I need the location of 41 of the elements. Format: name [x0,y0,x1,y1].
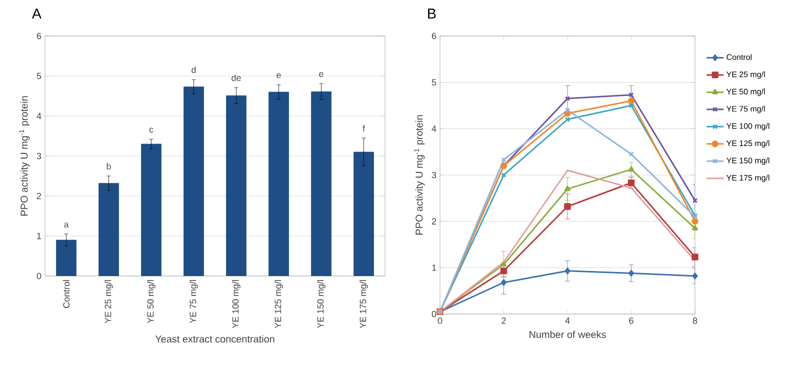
x-tick-label: YE 75 mg/l [190,280,198,324]
x-tick-label: 8 [692,318,698,324]
y-tick-label: 1 [432,264,436,271]
y-tick-label: 2 [432,218,436,224]
annotation: b [106,162,111,170]
annotation: e [276,73,281,78]
x-tick-label: YE 50 mg/l [147,280,156,324]
x-tick-label: Control [62,280,70,308]
annotation: d [192,66,196,74]
annotation: a [64,222,69,228]
y-tick-label: 6 [36,32,42,40]
y-tick-label: 2 [36,192,42,200]
annotation: f [362,125,366,132]
y-tick-label: 3 [432,172,436,178]
x-tick-label: YE 125 mg/l [274,280,283,328]
x-tick-label: YE 150 mg/l [317,280,326,328]
x-tick-label: 0 [438,318,442,324]
chart-title: A [32,8,42,19]
annotation: c [149,128,154,133]
y-tick-label: 1 [37,232,42,240]
y-tick-label: 4 [432,126,436,132]
y-tick-label: 0 [36,272,42,280]
y-tick-label: 5 [432,79,436,86]
y-tick-label: 4 [36,112,42,120]
y-tick-label: 3 [36,152,42,160]
x-axis-title: Number of weeks [530,330,606,338]
x-axis-title: Yeast extract concentration [155,335,274,343]
y-tick-label: 5 [36,72,42,80]
y-tick-label: 6 [432,32,436,40]
annotation: de [232,74,241,82]
chart-title: B [428,8,436,19]
x-tick-label: 2 [502,318,506,324]
y-tick-label: 0 [432,310,436,318]
x-tick-label: 6 [629,318,634,324]
annotation: e [319,72,324,78]
x-tick-label: YE 175 mg/l [360,280,368,328]
x-tick-label: YE 25 mg/l [104,280,113,324]
y-axis-title: PPO activity U mg$^{-1}$ protein [19,96,30,216]
x-tick-label: YE 100 mg/l [232,280,240,328]
x-tick-label: 4 [565,318,570,324]
y-axis-title: PPO activity U mg$^{-1}$ protein [414,115,425,235]
